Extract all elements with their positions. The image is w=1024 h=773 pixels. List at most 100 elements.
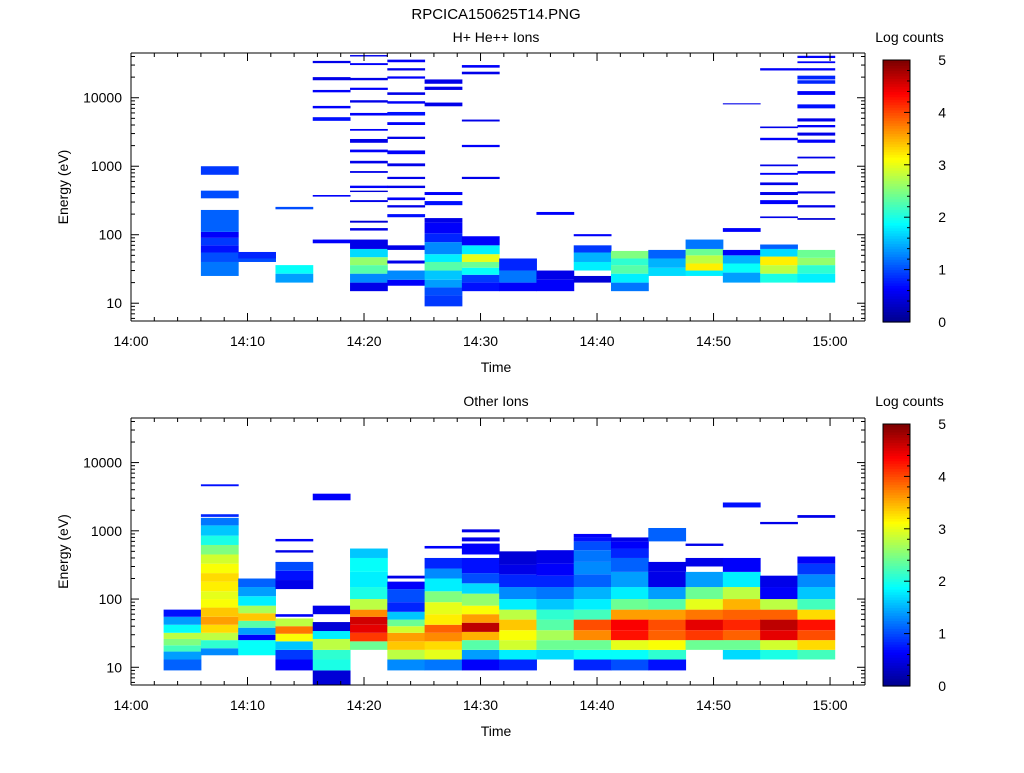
colorbar-segment <box>883 583 910 588</box>
heatmap-cell <box>461 119 500 122</box>
heatmap-cell <box>499 574 537 588</box>
heatmap-cell <box>797 68 836 71</box>
colorbar-segment <box>883 489 910 493</box>
heatmap-cell <box>424 578 463 592</box>
heatmap-cell <box>350 624 388 633</box>
heatmap-cell <box>350 616 388 625</box>
colorbar-segment <box>883 575 910 580</box>
heatmap-cell <box>722 502 761 508</box>
heatmap-cell <box>499 258 537 271</box>
heatmap-cell <box>200 237 239 246</box>
colorbar-segment <box>883 301 910 305</box>
heatmap-cell <box>760 630 798 641</box>
colorbar-segment <box>883 60 910 64</box>
colorbar-segment <box>883 437 910 441</box>
heatmap-cell <box>350 557 388 572</box>
colorbar-segment <box>883 552 910 556</box>
heatmap-cell <box>760 609 798 620</box>
heatmap-cell <box>536 563 575 576</box>
heatmap-cell <box>760 575 798 588</box>
colorbar-segment <box>883 670 910 674</box>
colorbar-segment <box>883 146 910 150</box>
heatmap-cell <box>797 132 836 136</box>
colorbar-segment <box>883 86 910 90</box>
heatmap-cell <box>424 591 463 603</box>
colorbar-segment <box>883 204 910 208</box>
heatmap-cell <box>200 514 239 517</box>
heatmap-cell <box>797 265 836 274</box>
heatmap-cell <box>350 160 388 164</box>
heatmap-cell <box>648 258 687 268</box>
heatmap-cell <box>387 575 426 579</box>
heatmap-cell <box>200 632 239 641</box>
colorbar-segment <box>883 607 910 611</box>
colorbar-segment <box>883 311 910 315</box>
colorbar-segment <box>883 107 910 111</box>
heatmap-cell <box>461 274 500 283</box>
colorbar-segment <box>883 565 910 569</box>
colorbar-segment <box>883 429 910 433</box>
heatmap-cell <box>238 640 276 656</box>
colorbar-segment <box>883 99 910 103</box>
heatmap-cell <box>387 176 426 180</box>
colorbar-segment <box>883 125 910 129</box>
heatmap-cell <box>611 649 649 660</box>
colorbar-segment <box>883 219 910 224</box>
heatmap-cell <box>461 282 500 292</box>
heatmap-cell <box>461 631 500 641</box>
colorbar-segment <box>883 468 910 472</box>
heatmap-cell <box>797 640 836 650</box>
colorbar-segment <box>883 159 910 163</box>
colorbar-segment <box>883 78 910 82</box>
y-tick-label: 1000 <box>91 523 122 539</box>
heatmap-cell <box>760 216 798 219</box>
heatmap-cell <box>797 563 836 575</box>
heatmap-cell <box>760 244 798 249</box>
colorbar-segment <box>883 531 910 535</box>
heatmap-cell <box>200 484 239 487</box>
heatmap-cell <box>797 91 836 95</box>
heatmap-cell <box>648 267 687 276</box>
colorbar-segment <box>883 659 910 664</box>
heatmap-cell <box>499 282 537 292</box>
heatmap-cell <box>573 275 612 283</box>
x-tick-label: 14:40 <box>580 333 615 349</box>
heatmap-cell <box>200 591 239 600</box>
x-tick-label: 14:50 <box>696 697 731 713</box>
heatmap-cell <box>611 250 649 259</box>
colorbar-segment <box>883 251 910 255</box>
heatmap-cell <box>722 599 761 610</box>
colorbar-segment <box>883 515 910 519</box>
heatmap-cell <box>387 76 426 79</box>
heatmap-cell <box>424 614 463 625</box>
colorbar-frame <box>882 59 911 323</box>
heatmap-cell <box>163 651 202 660</box>
colorbar-segment <box>883 539 910 543</box>
colorbar-segment <box>883 193 910 197</box>
x-tick-label: 14:20 <box>346 697 381 713</box>
heatmap-cell <box>760 200 798 205</box>
heatmap-cell <box>200 190 239 199</box>
colorbar-segment <box>883 259 910 263</box>
x-axis-label: Time <box>481 359 512 375</box>
heatmap-cell <box>797 75 836 80</box>
heatmap-cell <box>797 273 836 283</box>
heatmap-cell <box>424 192 463 196</box>
heatmap-cell <box>238 251 276 259</box>
heatmap-cell <box>312 77 351 81</box>
heatmap-cell <box>499 599 537 610</box>
heatmap-cell <box>350 228 388 231</box>
x-tick-label: 14:00 <box>113 697 148 713</box>
colorbar-segment <box>883 246 910 250</box>
heatmap-cell <box>350 587 388 600</box>
colorbar-segment <box>883 143 910 148</box>
heatmap-cell <box>797 61 836 64</box>
heatmap-cell <box>611 273 649 283</box>
colorbar-segment <box>883 112 910 116</box>
colorbar-tick-label: 5 <box>938 416 946 432</box>
colorbar-segment <box>883 628 910 632</box>
heatmap-cell <box>275 570 314 581</box>
heatmap-cell <box>424 568 463 579</box>
colorbar-segment <box>883 460 910 464</box>
